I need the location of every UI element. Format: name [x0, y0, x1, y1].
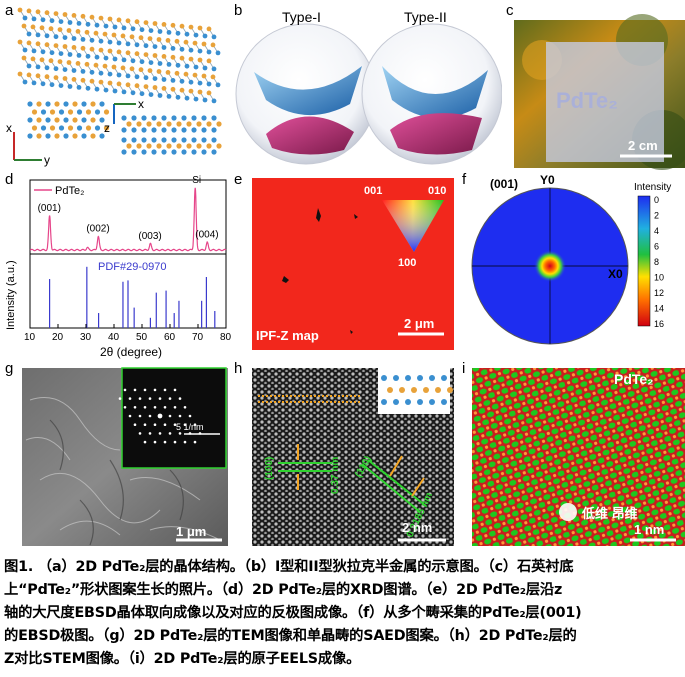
- colorbar-tick: 6: [654, 242, 659, 252]
- x-tick-label: 30: [80, 332, 92, 343]
- tri-010: 010: [428, 185, 446, 197]
- scale-bar-c-label: 2 cm: [628, 138, 658, 153]
- peak-label: (002): [86, 223, 109, 234]
- quartz-substrate: [546, 42, 664, 162]
- scale-bar-h-label: 2 nm: [402, 520, 432, 535]
- axis-y-label: y: [44, 153, 50, 167]
- x-tick-label: 80: [220, 332, 232, 343]
- saed-scale-label: 5 1/nm: [176, 422, 204, 432]
- ipf-map: 001 010 100 IPF-Z map 2 μm: [252, 178, 454, 350]
- ipf-map-label: IPF-Z map: [256, 328, 319, 343]
- colorbar-tick: 2: [654, 211, 659, 221]
- panel-label-a: a: [5, 2, 14, 19]
- upper-cone-type2: [382, 66, 488, 119]
- colorbar-tick: 14: [654, 304, 664, 314]
- axis-x2-label: x: [138, 97, 144, 111]
- eels-title: PdTe₂: [614, 371, 653, 387]
- x-tick-label: 50: [136, 332, 148, 343]
- peak-label: (001): [38, 203, 61, 214]
- panel-e-ebsd: e 001 010 100 IPF-Z map 2 μm: [232, 170, 454, 360]
- d-spacing-100: 0.37 nm: [330, 457, 341, 494]
- wechat-icon: [559, 503, 577, 521]
- y0-label: Y0: [540, 173, 555, 187]
- caption-line: 图1. （a）2D PdTe₂层的晶体结构。（b）I型和II型狄拉克半金属的示意…: [4, 559, 574, 575]
- scale-bar-g-label: 1 μm: [176, 524, 206, 539]
- x-tick-label: 70: [192, 332, 204, 343]
- saed-inset: [121, 367, 227, 469]
- type2-label: Type-II: [404, 9, 447, 25]
- pole-label: (001): [490, 177, 518, 191]
- panel-label-f: f: [462, 171, 467, 188]
- lower-cone-type2: [390, 113, 482, 155]
- panel-label-e: e: [234, 171, 243, 188]
- panel-label-c: c: [506, 2, 514, 19]
- panel-i-eels: i PdTe₂ 低维 昂维 1 nm: [454, 360, 685, 550]
- legend-pdte2: PdTe₂: [55, 185, 84, 197]
- caption-line: 的EBSD极图。（g）2D PdTe₂层的TEM图像和单晶畴的SAED图案。（h…: [4, 628, 577, 644]
- axis-z-label: z: [104, 121, 110, 135]
- axis-x-label: x: [6, 121, 12, 135]
- colorbar-tick: 10: [654, 273, 664, 283]
- scale-bar-i-label: 1 nm: [634, 522, 664, 537]
- y-axis-label: Intensity (a.u.): [5, 260, 17, 330]
- colorbar-tick: 12: [654, 288, 664, 298]
- watermark: 低维 昂维: [581, 506, 638, 521]
- axis-triad-left: x y: [6, 121, 50, 167]
- colorbar: [637, 195, 651, 327]
- peak-label: (004): [195, 230, 218, 241]
- crystal-structure-figure: x y z x: [6, 7, 222, 167]
- panel-a-crystal-structure: a x y z x: [0, 0, 232, 170]
- x-tick-label: 10: [24, 332, 36, 343]
- panel-label-b: b: [234, 2, 243, 19]
- colorbar-tick: 4: [654, 226, 659, 236]
- panel-b-dirac-schematic: b Type-I Type-II: [232, 0, 502, 170]
- panel-label-d: d: [5, 171, 14, 188]
- tri-100: 100: [398, 257, 416, 269]
- x-tick-label: 60: [164, 332, 176, 343]
- sample-photo: PdTe₂ 2 cm: [514, 14, 685, 170]
- type1-label: Type-I: [282, 9, 321, 25]
- tri-001: 001: [364, 185, 382, 197]
- tem-image: 5 1/nm 1 μm: [22, 367, 228, 546]
- panel-label-h: h: [234, 360, 243, 377]
- pdte2-pattern-text: PdTe₂: [556, 88, 618, 113]
- colorbar-tick: 0: [654, 195, 659, 205]
- panel-label-i: i: [462, 360, 466, 377]
- scale-bar-e-label: 2 μm: [404, 316, 434, 331]
- dirac-cones-figure: Type-I Type-II: [235, 9, 502, 165]
- panel-g-tem: g 5 1/nm 1 μm: [0, 360, 232, 550]
- caption-line: 上“PdTe₂”形状图案生长的照片。（d）2D PdTe₂层的XRD图谱。（e）…: [4, 582, 563, 598]
- stem-image: (100) 0.37 nm (110) 0.2185 nm 2 nm: [252, 368, 454, 546]
- panel-c-photo: c PdTe₂ 2 cm: [502, 0, 685, 170]
- xrd-chart: (001) (002) (003) Si (004) 10 20 30 40 50 60 70 80 P…: [5, 175, 232, 359]
- colorbar-tick: 8: [654, 257, 659, 267]
- panel-d-xrd: d (001) (002) (003) Si (004) 10 20 30 40 50 60 70 80…: [0, 170, 232, 360]
- panel-f-pole-figure: f (001) Y0 X0 Intensity: [454, 170, 685, 360]
- x-tick-label: 20: [52, 332, 64, 343]
- intensity-title: Intensity: [634, 182, 671, 193]
- xrd-series-line: [29, 187, 227, 252]
- pole-figure: (001) Y0 X0 Intensity 0 2 4 6 8 10 12 14 16: [471, 173, 671, 345]
- plane-100-label: (100): [264, 457, 275, 480]
- eels-map: PdTe₂ 低维 昂维 1 nm: [472, 368, 685, 546]
- pole-hotspot: [534, 250, 566, 282]
- figure-caption: 图1. （a）2D PdTe₂层的晶体结构。（b）I型和II型狄拉克半金属的示意…: [4, 556, 682, 671]
- colorbar-tick: 16: [654, 319, 664, 329]
- x-tick-label: 40: [108, 332, 120, 343]
- caption-line: 轴的大尺度EBSD晶体取向成像以及对应的反极图成像。（f）从多个畴采集的PdTe…: [4, 605, 582, 621]
- caption-line: Z对比STEM图像。（i）2D PdTe₂层的原子EELS成像。: [4, 651, 361, 667]
- upper-cone-type1: [254, 66, 362, 116]
- x-axis-label: 2θ (degree): [100, 345, 162, 359]
- peak-label: (003): [138, 231, 161, 242]
- peak-label: Si: [192, 175, 201, 186]
- reference-label: PDF#29-0970: [98, 261, 167, 273]
- x0-label: X0: [608, 267, 623, 281]
- lower-cone-type1: [266, 116, 354, 155]
- panel-h-stem: h (100) 0.37 nm (110) 0.2185 nm 2 nm: [232, 360, 454, 550]
- axis-triad-right: z x: [104, 97, 144, 135]
- panel-label-g: g: [5, 360, 14, 377]
